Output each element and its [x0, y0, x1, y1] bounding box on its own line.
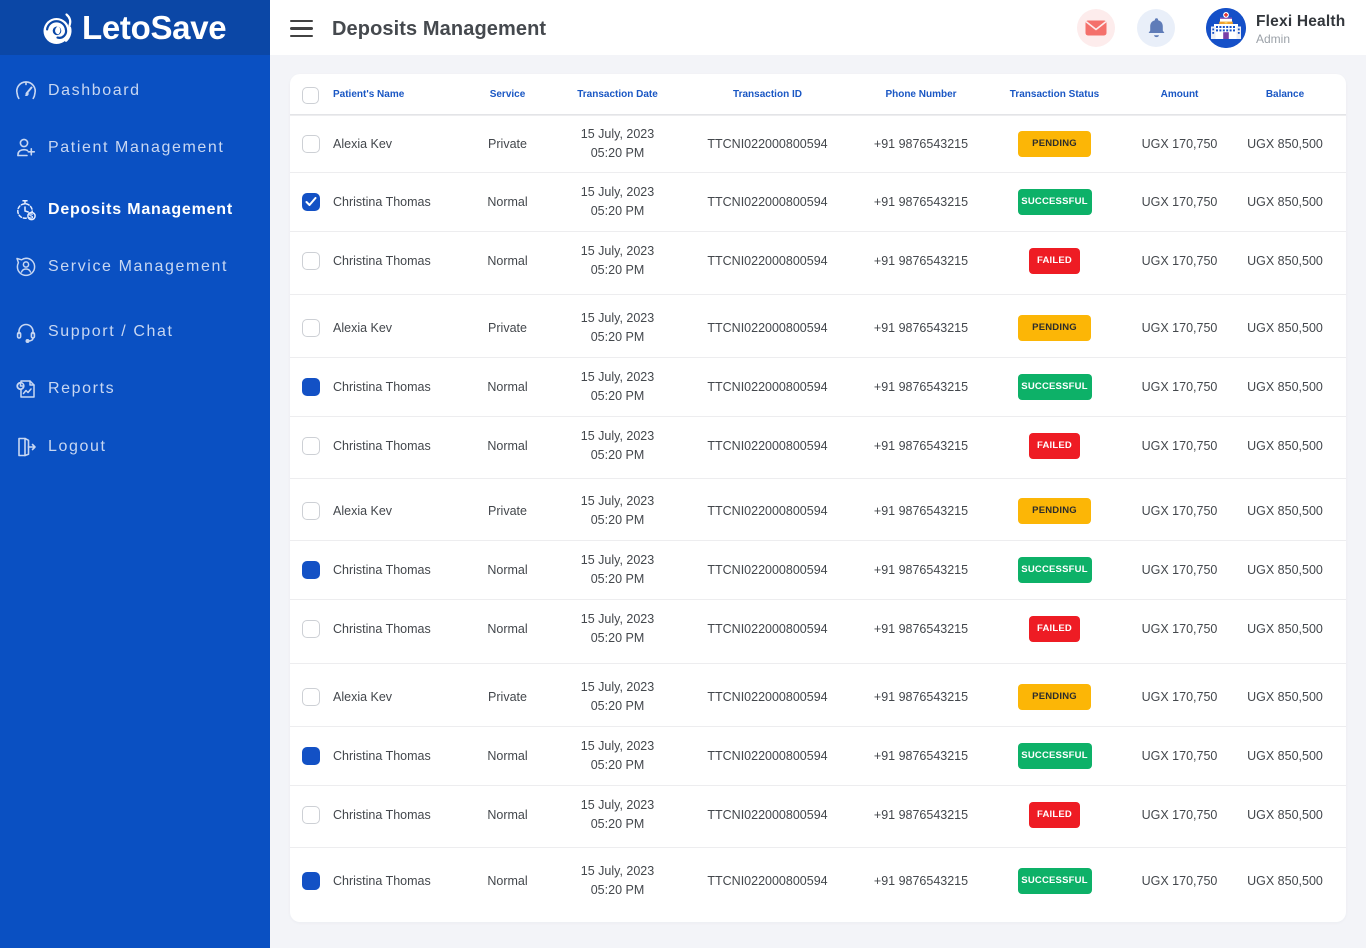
svg-text:$: $: [29, 212, 34, 221]
